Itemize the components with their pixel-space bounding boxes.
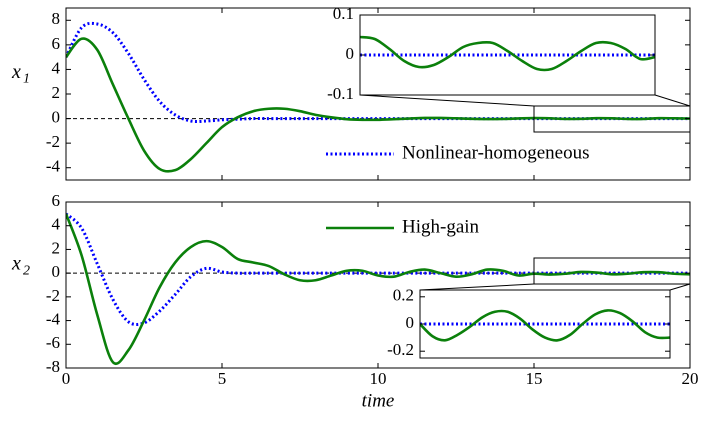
series-line: [66, 213, 690, 365]
plot-area: [360, 15, 655, 95]
y-axis-label-subscript: 2: [23, 263, 30, 278]
x-tick-label: 15: [526, 369, 543, 388]
y-tick-label: 0.1: [333, 4, 354, 23]
zoom-connector: [669, 283, 691, 291]
series-line: [66, 21, 690, 124]
x-tick-label: 10: [370, 369, 387, 388]
y-tick-label: 2: [52, 238, 61, 257]
y-tick-label: 6: [52, 191, 61, 210]
y-tick-label: -8: [46, 357, 60, 376]
y-axis-label-subscript: 1: [23, 72, 30, 87]
axes-frame: [419, 289, 671, 359]
y-tick-label: -0.1: [327, 84, 354, 103]
series-line: [66, 37, 690, 173]
y-tick-label: 0: [346, 44, 355, 63]
zoom-box: [533, 105, 691, 133]
y-tick-label: 0.2: [393, 286, 414, 305]
y-tick-label: 0: [52, 107, 61, 126]
y-tick-label: 4: [52, 215, 61, 234]
axes-frame: [359, 14, 656, 96]
y-tick-label: 0: [406, 313, 415, 332]
zoom-connector: [654, 94, 691, 107]
y-tick-label: -4: [46, 309, 61, 328]
zoom-connector: [359, 94, 535, 107]
y-tick-label: -6: [46, 333, 60, 352]
legend-label: Nonlinear-homogeneous: [402, 142, 589, 163]
x-tick-label: 5: [218, 369, 227, 388]
x-axis-label: time: [362, 390, 395, 411]
y-tick-label: -4: [46, 157, 61, 176]
y-tick-label: 6: [52, 34, 61, 53]
zoom-connector: [419, 283, 535, 291]
y-tick-label: 8: [52, 9, 61, 28]
axes-frame: [65, 7, 691, 181]
axes-frame: [65, 201, 691, 369]
x-tick-label: 20: [682, 369, 699, 388]
y-tick-label: -0.2: [387, 340, 414, 359]
y-tick-label: -2: [46, 132, 60, 151]
x-tick-label: 0: [62, 369, 71, 388]
y-axis-label: x: [11, 61, 21, 83]
y-tick-label: -2: [46, 286, 60, 305]
y-tick-label: 4: [52, 58, 61, 77]
y-tick-label: 2: [52, 83, 61, 102]
series-line: [420, 309, 670, 342]
y-tick-label: 0: [52, 262, 61, 281]
series-line: [360, 35, 655, 72]
zoom-box: [533, 257, 691, 285]
y-axis-label: x: [11, 253, 21, 275]
legend-label: High-gain: [402, 216, 480, 237]
